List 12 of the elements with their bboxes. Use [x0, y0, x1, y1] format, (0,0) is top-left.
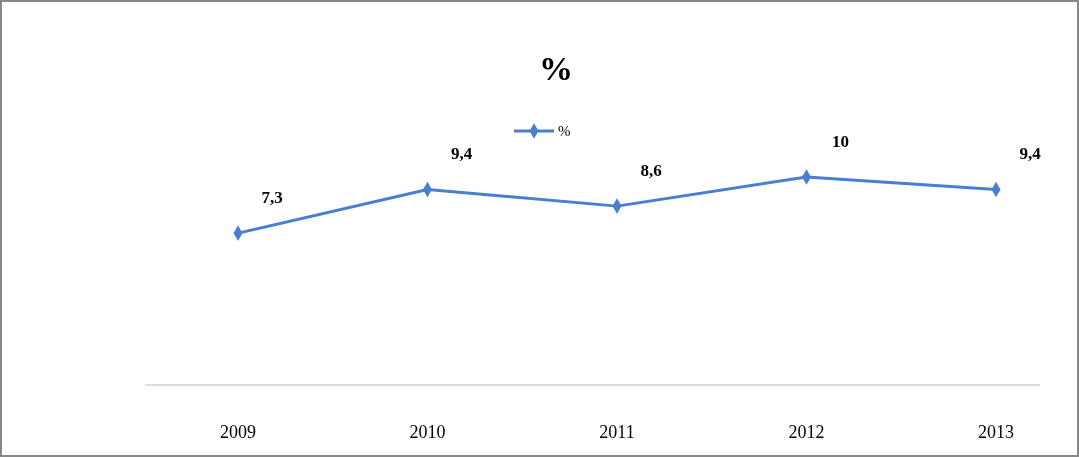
legend-label: % [558, 123, 571, 139]
data-label: 9,4 [1019, 144, 1042, 164]
chart-title: % [539, 50, 573, 87]
x-tick-label: 2010 [409, 422, 446, 442]
x-tick-label: 2011 [599, 422, 635, 442]
data-label: 10 [832, 132, 849, 151]
data-label: 9,4 [450, 144, 473, 164]
data-label: 7,3 [261, 188, 283, 208]
data-label: 8,6 [640, 161, 662, 181]
x-tick-label: 2012 [788, 422, 825, 442]
x-tick-label: 2009 [220, 422, 256, 442]
x-tick-label: 2013 [978, 422, 1014, 442]
